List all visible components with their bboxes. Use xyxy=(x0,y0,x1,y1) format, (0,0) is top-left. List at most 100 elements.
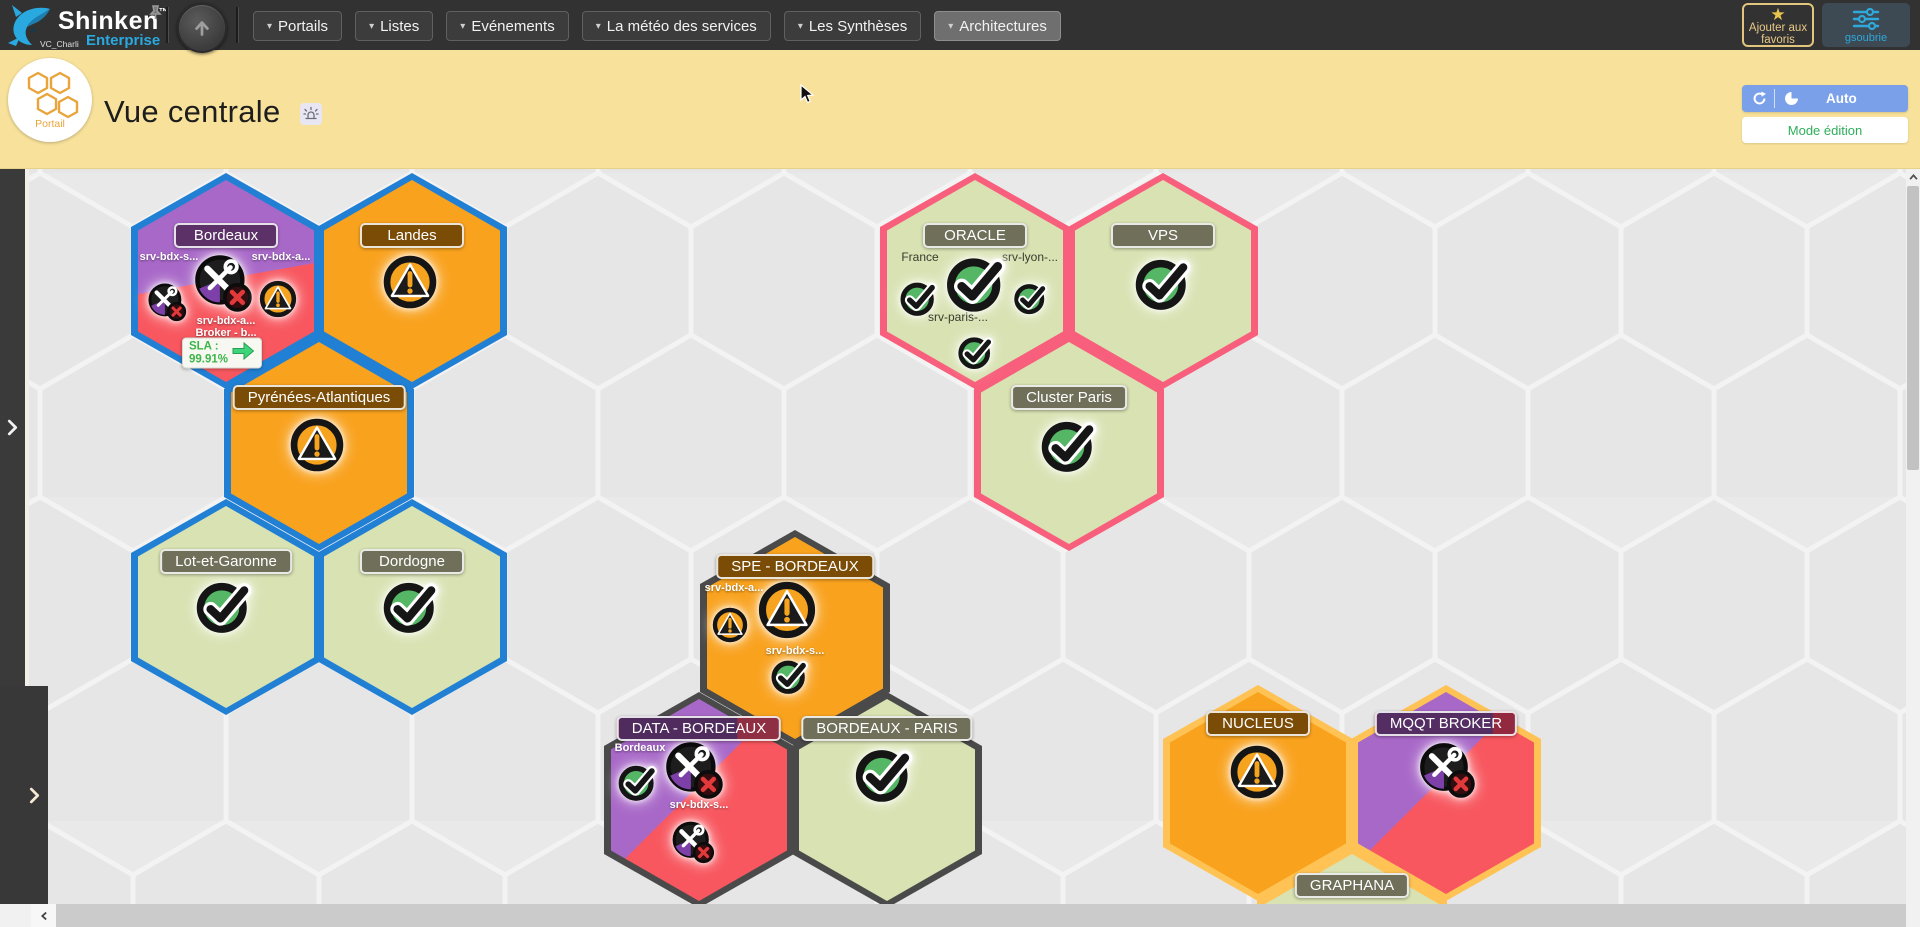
check-icon[interactable] xyxy=(380,576,440,636)
scroll-top-button[interactable] xyxy=(177,3,227,53)
chevron-right-icon xyxy=(7,419,18,435)
timer-pie-icon xyxy=(1785,91,1799,105)
hex-oracle[interactable]: ORACLE France srv-lyon-... srv-paris-... xyxy=(880,173,1070,389)
hex-title[interactable]: BORDEAUX - PARIS xyxy=(801,716,973,741)
warning-icon[interactable] xyxy=(711,606,749,644)
hex-vps[interactable]: VPS xyxy=(1068,173,1258,389)
shinken-logo[interactable]: Shinken™ Enterprise VC_Charli xyxy=(6,3,171,49)
check-icon[interactable] xyxy=(898,278,938,318)
hex-graphana[interactable]: GRAPHANA xyxy=(1257,847,1447,904)
hex-title[interactable]: Lot-et-Garonne xyxy=(160,549,292,574)
check-icon[interactable] xyxy=(943,251,1007,315)
hex-title[interactable]: Cluster Paris xyxy=(1011,385,1127,410)
auto-label: Auto xyxy=(1826,91,1857,106)
pin-icon[interactable] xyxy=(149,5,162,20)
menu-meteo-services[interactable]: ▾ La météo des services xyxy=(581,11,771,41)
check-icon[interactable] xyxy=(1132,253,1192,313)
menu-label: La météo des services xyxy=(606,17,757,35)
hex-item-label: srv-lyon-... xyxy=(1001,250,1059,264)
warning-icon[interactable] xyxy=(381,253,439,311)
hex-data-bordeaux[interactable]: DATA - BORDEAUX Bordeaux srv-bdx-s... xyxy=(604,692,794,904)
hex-item-label: srv-paris-... xyxy=(928,310,988,324)
hex-title[interactable]: ORACLE xyxy=(923,223,1027,248)
vertical-scroll-thumb[interactable] xyxy=(1907,186,1919,470)
add-to-favorites-button[interactable]: ★ Ajouter aux favoris xyxy=(1742,3,1814,47)
hex-title[interactable]: DATA - BORDEAUX xyxy=(616,716,782,741)
divider xyxy=(166,7,169,43)
edit-mode-button[interactable]: Mode édition xyxy=(1742,117,1908,143)
hex-dordogne[interactable]: Dordogne xyxy=(317,499,507,715)
check-icon[interactable] xyxy=(852,743,914,805)
sla-badge[interactable]: SLA :99.91% xyxy=(181,337,263,369)
menu-listes[interactable]: ▾ Listes xyxy=(355,11,434,41)
check-icon[interactable] xyxy=(1012,280,1048,316)
star-icon: ★ xyxy=(1770,5,1786,24)
alert-siren-icon[interactable] xyxy=(300,103,322,125)
hex-item-label: srv-bdx-s... xyxy=(139,251,199,263)
top-navbar: Shinken™ Enterprise VC_Charli ▾ Portails ▾… xyxy=(0,0,1920,53)
check-icon[interactable] xyxy=(769,656,809,696)
wrench-error-icon[interactable] xyxy=(147,282,187,322)
hex-title[interactable]: MQQT BROKER xyxy=(1374,711,1518,736)
hex-item-label: Bordeaux xyxy=(614,742,666,754)
refresh-icon xyxy=(1753,91,1766,105)
hex-title[interactable]: VPS xyxy=(1111,223,1215,248)
divider xyxy=(236,7,239,43)
hex-title[interactable]: Dordogne xyxy=(360,549,464,574)
menu-label: Listes xyxy=(380,17,420,35)
scroll-left-arrow[interactable] xyxy=(31,904,56,927)
sla-label: SLA : xyxy=(188,340,219,353)
hex-item-label: srv-bdx-a... xyxy=(704,582,764,594)
hex-title[interactable]: NUCLEUS xyxy=(1206,711,1310,736)
hex-item-label: srv-bdx-a... xyxy=(251,251,311,263)
hex-item-label: Broker - b... xyxy=(195,327,257,339)
check-icon[interactable] xyxy=(193,576,253,636)
auto-refresh-bar[interactable]: Auto xyxy=(1742,85,1908,112)
hex-lot-et-garonne[interactable]: Lot-et-Garonne xyxy=(131,499,321,715)
menu-portails[interactable]: ▾ Portails xyxy=(253,11,343,41)
wrench-error-icon[interactable] xyxy=(193,253,253,313)
hex-bordeaux-paris[interactable]: BORDEAUX - PARIS xyxy=(792,692,982,904)
divider xyxy=(1774,89,1775,108)
wrench-error-icon[interactable] xyxy=(664,740,724,800)
check-icon[interactable] xyxy=(616,761,658,803)
account-label: gsoubrie xyxy=(1844,31,1888,44)
hex-title[interactable]: GRAPHANA xyxy=(1294,873,1410,898)
wrench-error-icon[interactable] xyxy=(671,820,715,864)
horizontal-scrollbar[interactable] xyxy=(0,904,1920,927)
menu-architectures[interactable]: ▾ Architectures xyxy=(934,11,1061,41)
warning-icon[interactable] xyxy=(1228,743,1286,801)
warning-icon[interactable] xyxy=(756,579,818,641)
hex-item-label: France xyxy=(901,250,939,264)
check-icon[interactable] xyxy=(1038,415,1098,475)
menu-evenements[interactable]: ▾ Evénements xyxy=(446,11,569,41)
portal-badge[interactable]: Portail xyxy=(8,58,92,142)
warning-icon[interactable] xyxy=(288,416,346,474)
caret-down-icon: ▾ xyxy=(948,20,954,32)
hex-title[interactable]: Bordeaux xyxy=(174,223,278,248)
brand-username: VC_Charli xyxy=(40,39,79,49)
hex-item-label: srv-bdx-s... xyxy=(765,645,825,657)
left-panel-tab[interactable] xyxy=(0,168,29,686)
caret-down-icon: ▾ xyxy=(460,20,466,32)
hex-title[interactable]: Pyrénées-Atlantiques xyxy=(232,385,406,410)
hex-bordeaux[interactable]: Bordeaux srv-bdx-s... srv-bdx-a... srv-bdx… xyxy=(131,173,321,389)
menu-syntheses[interactable]: ▾ Les Synthèses xyxy=(783,11,922,41)
hex-title[interactable]: Landes xyxy=(360,223,464,248)
vertical-scrollbar[interactable] xyxy=(1906,168,1920,904)
menu-label: Evénements xyxy=(471,17,555,35)
hex-cluster-paris[interactable]: Cluster Paris xyxy=(974,335,1164,551)
hex-mqqt-broker[interactable]: MQQT BROKER xyxy=(1351,685,1541,901)
hex-title[interactable]: SPE - BORDEAUX xyxy=(716,554,874,579)
page-title: Vue centrale xyxy=(104,94,281,129)
wrench-error-icon[interactable] xyxy=(1418,741,1476,799)
arrow-up-icon xyxy=(195,21,209,36)
left-panel-tab-lower[interactable] xyxy=(0,686,48,904)
horizontal-scroll-thumb[interactable] xyxy=(56,904,1906,927)
check-icon[interactable] xyxy=(956,333,994,371)
warning-icon[interactable] xyxy=(258,279,298,319)
hex-pyrenees-atlantiques[interactable]: Pyrénées-Atlantiques xyxy=(224,335,414,551)
hex-item-label: srv-bdx-s... xyxy=(669,799,729,811)
account-button[interactable]: gsoubrie xyxy=(1822,3,1910,47)
scroll-up-arrow[interactable] xyxy=(1906,168,1920,185)
